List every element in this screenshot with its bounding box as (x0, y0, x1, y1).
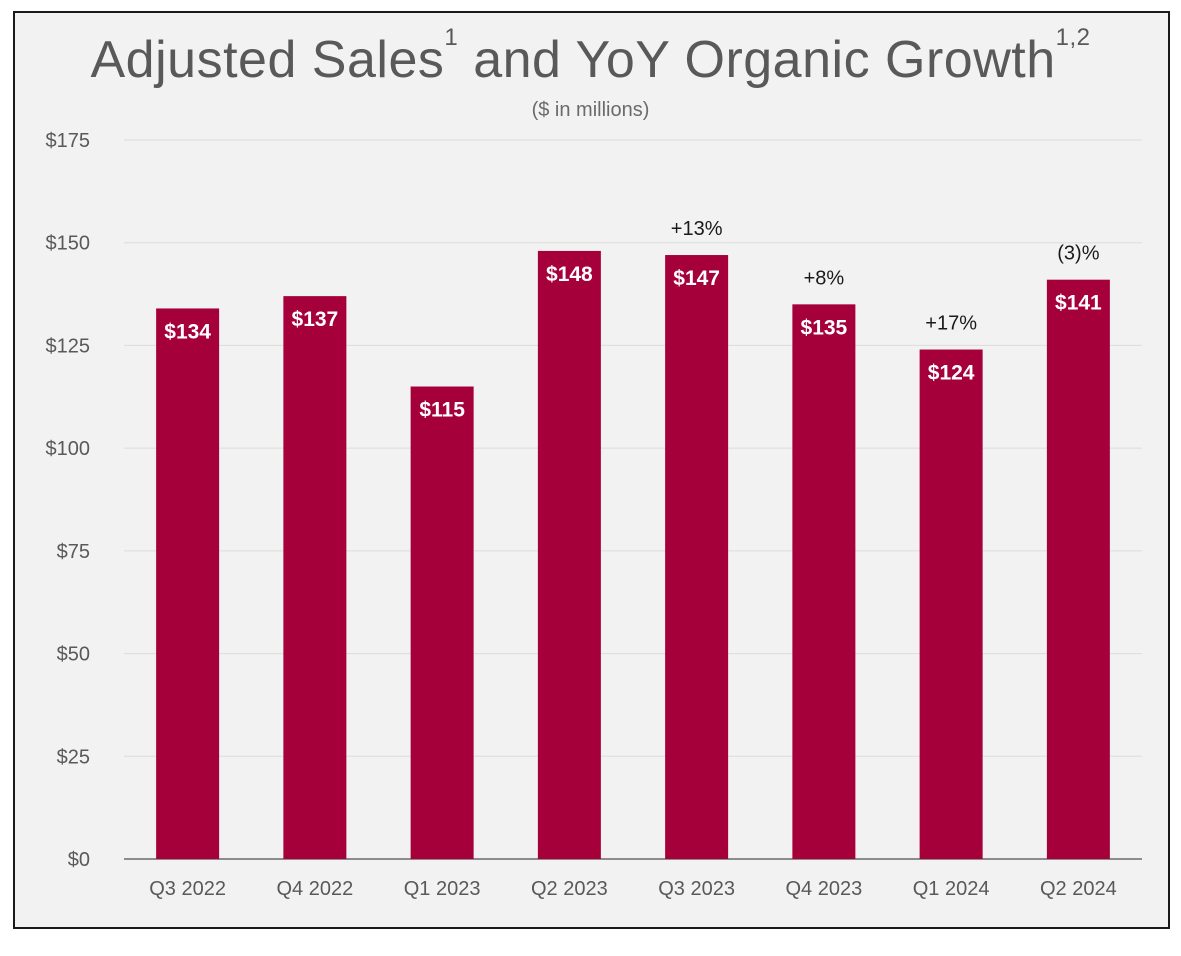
growth-label: +13% (671, 218, 723, 240)
y-tick-label: $25 (57, 746, 90, 768)
x-tick-label: Q4 2022 (277, 878, 354, 900)
y-tick-label: $0 (68, 849, 90, 871)
y-tick-label: $175 (46, 130, 91, 152)
y-tick-label: $50 (57, 644, 90, 666)
bar (410, 386, 474, 859)
bar-value-label: $137 (292, 308, 339, 331)
chart-subtitle: ($ in millions) (531, 99, 650, 121)
bar (665, 255, 729, 860)
bar-value-label: $124 (928, 362, 975, 385)
bar (1046, 279, 1110, 860)
y-tick-label: $100 (46, 438, 91, 460)
bar (919, 349, 983, 859)
x-tick-label: Q3 2022 (149, 878, 226, 900)
bar-value-label: $141 (1055, 292, 1102, 315)
bar-value-label: $135 (801, 316, 848, 339)
bar (792, 304, 856, 859)
bar (537, 250, 601, 860)
title-footnote-1: 1 (444, 24, 459, 51)
growth-label: (3)% (1057, 243, 1099, 265)
x-tick-label: Q2 2024 (1040, 878, 1117, 900)
bar (156, 308, 220, 859)
chart-title: Adjusted Sales1 and YoY Organic Growth1,… (90, 24, 1091, 89)
x-tick-label: Q1 2023 (404, 878, 481, 900)
bar-value-label: $115 (419, 399, 465, 422)
y-tick-label: $150 (46, 233, 91, 255)
x-tick-label: Q3 2023 (658, 878, 735, 900)
bar-value-label: $147 (673, 267, 720, 290)
x-tick-label: Q4 2023 (786, 878, 863, 900)
title-footnote-2: 1,2 (1055, 24, 1091, 51)
y-tick-label: $125 (46, 335, 91, 357)
growth-label: +8% (804, 267, 845, 289)
bar-value-label: $134 (164, 320, 211, 343)
bar-value-label: $148 (546, 263, 593, 286)
growth-label: +17% (925, 313, 977, 335)
x-tick-label: Q1 2024 (913, 878, 990, 900)
y-tick-label: $75 (57, 541, 90, 563)
bar (283, 296, 347, 859)
x-tick-label: Q2 2023 (531, 878, 608, 900)
